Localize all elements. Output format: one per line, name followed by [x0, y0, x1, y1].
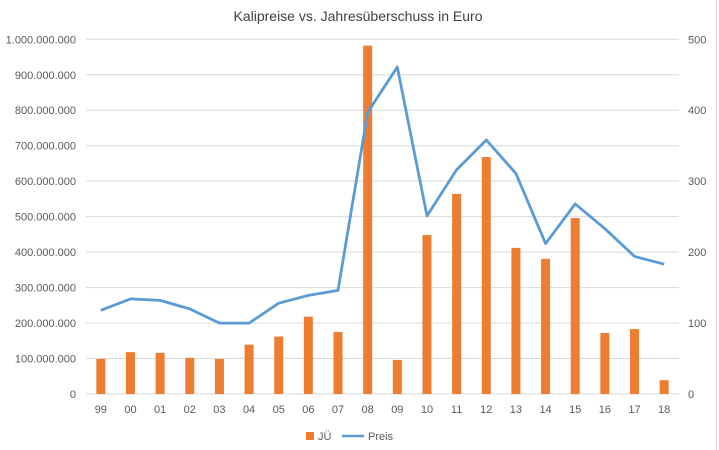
x-tick-label: 08 — [362, 404, 374, 416]
bar-06 — [303, 316, 313, 394]
bar-02 — [185, 357, 195, 394]
x-tick-label: 06 — [302, 404, 314, 416]
x-tick-label: 01 — [154, 404, 166, 416]
y-left-tick-label: 900.000.000 — [15, 70, 76, 82]
legend-swatch-bar — [306, 432, 314, 440]
y-right-tick-label: 0 — [688, 389, 694, 401]
bar-03 — [214, 358, 224, 394]
bar-12 — [481, 157, 491, 394]
y-left-tick-label: 600.000.000 — [15, 176, 76, 188]
y-right-tick-label: 400 — [688, 105, 706, 117]
x-tick-label: 04 — [243, 404, 255, 416]
y-right-tick-label: 500 — [688, 34, 706, 46]
y-left-tick-label: 100.000.000 — [15, 354, 76, 366]
x-tick-label: 00 — [124, 404, 136, 416]
x-tick-label: 07 — [332, 404, 344, 416]
bar-11 — [452, 193, 462, 394]
bar-09 — [392, 359, 402, 394]
y-right-tick-label: 300 — [688, 176, 706, 188]
bar-16 — [600, 332, 610, 394]
price-line — [100, 65, 665, 325]
x-tick-label: 09 — [391, 404, 403, 416]
x-tick-label: 10 — [421, 404, 433, 416]
bar-05 — [274, 336, 284, 394]
bar-07 — [333, 331, 343, 394]
y-left-tick-label: 800.000.000 — [15, 105, 76, 117]
frame-edge — [716, 0, 717, 450]
x-tick-label: 02 — [184, 404, 196, 416]
x-tick-label: 16 — [599, 404, 611, 416]
legend-label-bar: JÜ — [318, 431, 332, 443]
x-tick-label: 17 — [628, 404, 640, 416]
bar-17 — [630, 329, 640, 394]
bar-01 — [155, 352, 165, 394]
bar-13 — [511, 247, 521, 394]
y-right-tick-label: 100 — [688, 318, 706, 330]
y-left-tick-label: 700.000.000 — [15, 141, 76, 153]
x-tick-label: 99 — [95, 404, 107, 416]
legend-label-line: Preis — [368, 431, 394, 443]
bar-18 — [659, 380, 669, 394]
y-left-tick-label: 400.000.000 — [15, 247, 76, 259]
chart-title: Kalipreise vs. Jahresüberschuss in Euro — [233, 8, 482, 24]
y-right-tick-label: 200 — [688, 247, 706, 259]
y-left-tick-label: 0 — [70, 389, 76, 401]
bar-00 — [125, 352, 135, 394]
x-tick-label: 03 — [213, 404, 225, 416]
bar-15 — [570, 218, 580, 394]
y-left-tick-label: 500.000.000 — [15, 212, 76, 224]
x-tick-label: 15 — [569, 404, 581, 416]
x-tick-label: 12 — [480, 404, 492, 416]
y-left-tick-label: 1.000.000.000 — [6, 34, 76, 46]
y-left-tick-label: 300.000.000 — [15, 283, 76, 295]
bar-14 — [541, 258, 551, 394]
bar-99 — [96, 358, 106, 394]
bar-04 — [244, 344, 254, 394]
bar-08 — [363, 45, 373, 394]
bar-10 — [422, 235, 432, 394]
x-tick-label: 13 — [510, 404, 522, 416]
legend: JÜ Preis — [306, 431, 394, 443]
x-tick-label: 18 — [658, 404, 670, 416]
x-tick-label: 14 — [539, 404, 551, 416]
x-tick-label: 05 — [273, 404, 285, 416]
y-left-tick-label: 200.000.000 — [15, 318, 76, 330]
x-tick-label: 11 — [451, 404, 462, 416]
